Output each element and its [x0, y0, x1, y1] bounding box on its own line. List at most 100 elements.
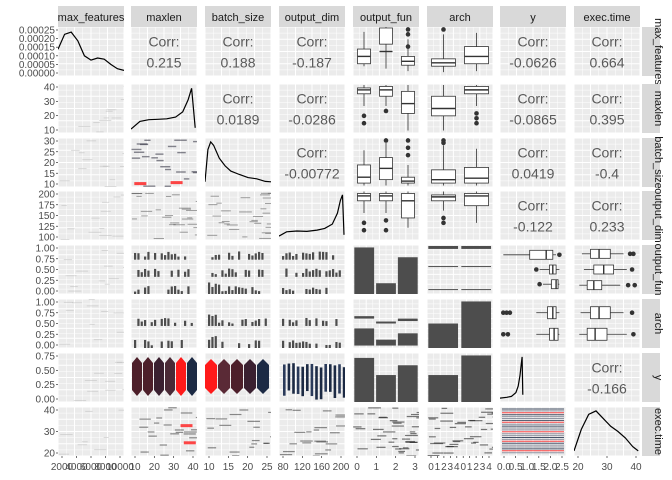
boxplot-1-4-1-outlier [383, 108, 389, 114]
hist-bar-5-2 [221, 341, 224, 348]
row-tick-0-4: 0.00005 [19, 60, 56, 71]
scatter-mark-7-4 [382, 431, 396, 433]
corr-label-11: Corr: [591, 145, 622, 161]
corr-label-2: Corr: [296, 34, 327, 50]
density-curve-y [500, 356, 524, 399]
hist-bar-5-3 [295, 320, 298, 326]
hist-bar-5-1 [140, 321, 143, 326]
bar-output-fun-0 [354, 247, 375, 294]
scatter-mark-7-2 [251, 443, 258, 445]
scatter-mark-7-1 [147, 431, 155, 433]
bar-y-arch-1 [461, 355, 492, 402]
scatter-mark-3-2 [212, 215, 222, 217]
scatter-mark-3-1 [181, 218, 194, 220]
row-tick-2-1: 25 [44, 147, 56, 158]
col-tick-0-1: 4000 [65, 462, 88, 473]
corr-value-3: -0.0626 [509, 55, 557, 71]
scatter-mark-7-4 [377, 435, 387, 437]
scatter-mark-7-4 [405, 441, 418, 443]
scatter-mark-7-3 [302, 442, 312, 444]
row-tick-7-2: 20 [44, 449, 56, 460]
scatter-mark-1-0 [99, 120, 112, 122]
scatter-mark-7-2 [206, 418, 216, 420]
hist-bar-4-2 [211, 257, 214, 260]
panel-7-1 [131, 407, 197, 456]
bar-arch-outfun-3 [461, 245, 492, 249]
scatter-mark-3-2 [210, 195, 219, 197]
bar-outfun-arch-2 [376, 339, 396, 346]
hist-bar-5-3 [292, 322, 295, 326]
hist-bar-5-1 [164, 318, 167, 326]
boxplot-3-4-1-outlier [383, 227, 389, 233]
hist-bar-5-3 [288, 342, 291, 348]
scatter-mark-1-0 [96, 131, 104, 133]
panel-6-4 [353, 353, 419, 402]
scatter-mark-1-0 [103, 117, 110, 119]
scatter-mark-7-4 [392, 438, 398, 440]
boxplot-0-4-2-outlier [405, 44, 411, 49]
hist-bar-4-3 [332, 269, 335, 277]
scatter-mark-6-0 [105, 389, 116, 391]
hist-bar-4-2 [234, 286, 237, 294]
boxplot-1-4-0-outlier [361, 120, 367, 126]
scatter-mark-7-1 [189, 437, 197, 439]
col-tick-4-1: 1 [374, 462, 380, 473]
col-tick-3-0: 80 [277, 462, 289, 473]
hist-bar-5-2 [248, 344, 251, 348]
hist-bar-4-2 [224, 290, 227, 294]
hist-bar-4-3 [285, 268, 288, 277]
density-curve-maxlen [131, 88, 196, 130]
hist-bar-4-3 [312, 252, 315, 260]
hboxplot-4-7-1-outlier [629, 267, 635, 272]
hboxplot-5-6-1-outlier [501, 331, 506, 337]
scatter-mark-7-4 [392, 421, 405, 423]
hist-bar-4-2 [254, 253, 257, 260]
boxplot-1-5-1-outlier [474, 111, 479, 116]
scatter-mark-7-1 [185, 450, 195, 452]
scatter-mark-3-2 [251, 219, 258, 221]
scatter-mark-7-3 [292, 409, 301, 411]
panel-6-6 [500, 353, 566, 402]
row-tick-4-0: 1.00 [36, 244, 56, 255]
row-tick-3-3: 125 [38, 222, 55, 233]
hist-bar-4-2 [214, 254, 217, 260]
scatter-mark-3-0 [88, 231, 102, 233]
scatter-mark-7-1 [183, 433, 196, 435]
corr-value-8: 0.395 [589, 112, 624, 128]
scatter-mark-7-4 [415, 449, 419, 451]
hist-bar-5-3 [328, 344, 331, 348]
hist-bar-5-2 [228, 322, 231, 326]
row-tick-2-4: 10 [44, 180, 56, 191]
panel-0-7 [574, 27, 640, 76]
panel-1-7 [574, 84, 640, 133]
row-tick-5-4: 0.00 [36, 341, 56, 352]
panel-0-0 [58, 27, 124, 76]
scatter-mark-7-1 [175, 431, 184, 433]
scatter-mark-4-0 [116, 252, 124, 254]
scatter-mark-7-3 [325, 449, 332, 451]
row-strip-5 [642, 299, 660, 348]
scatter-mark-7-5 [489, 448, 493, 450]
scatter-mark-7-3 [329, 432, 340, 434]
hist-bar-5-2 [211, 315, 214, 326]
scatter-mark-7-3 [285, 409, 293, 411]
panel-0-2 [205, 27, 271, 76]
col-strip-label-2: batch_size [212, 12, 265, 24]
scatter-mark-3-2 [260, 194, 270, 196]
scatter-mark-7-3 [279, 454, 293, 456]
panel-3-7 [574, 191, 640, 240]
boxplot-3-4-0-box [357, 193, 371, 202]
row-tick-6-3: 0.00 [36, 395, 56, 406]
bar-outfun-arch-0 [354, 328, 375, 346]
hist-bar-4-3 [305, 288, 308, 294]
scatter-mark-7-2 [215, 418, 228, 420]
hist-bar-4-3 [308, 289, 311, 294]
scatter-mark-7-4 [372, 428, 384, 431]
row-strip-label-6: y [652, 375, 664, 381]
boxplot-3-4-1-outlier [383, 218, 389, 223]
scatter-mark-2-1 [151, 157, 158, 159]
scatter-mark-7-2 [232, 455, 240, 456]
density-curve-max_features [58, 31, 124, 71]
scatter-mark-2-1 [143, 185, 156, 187]
scatter-mark-3-1 [136, 195, 142, 197]
